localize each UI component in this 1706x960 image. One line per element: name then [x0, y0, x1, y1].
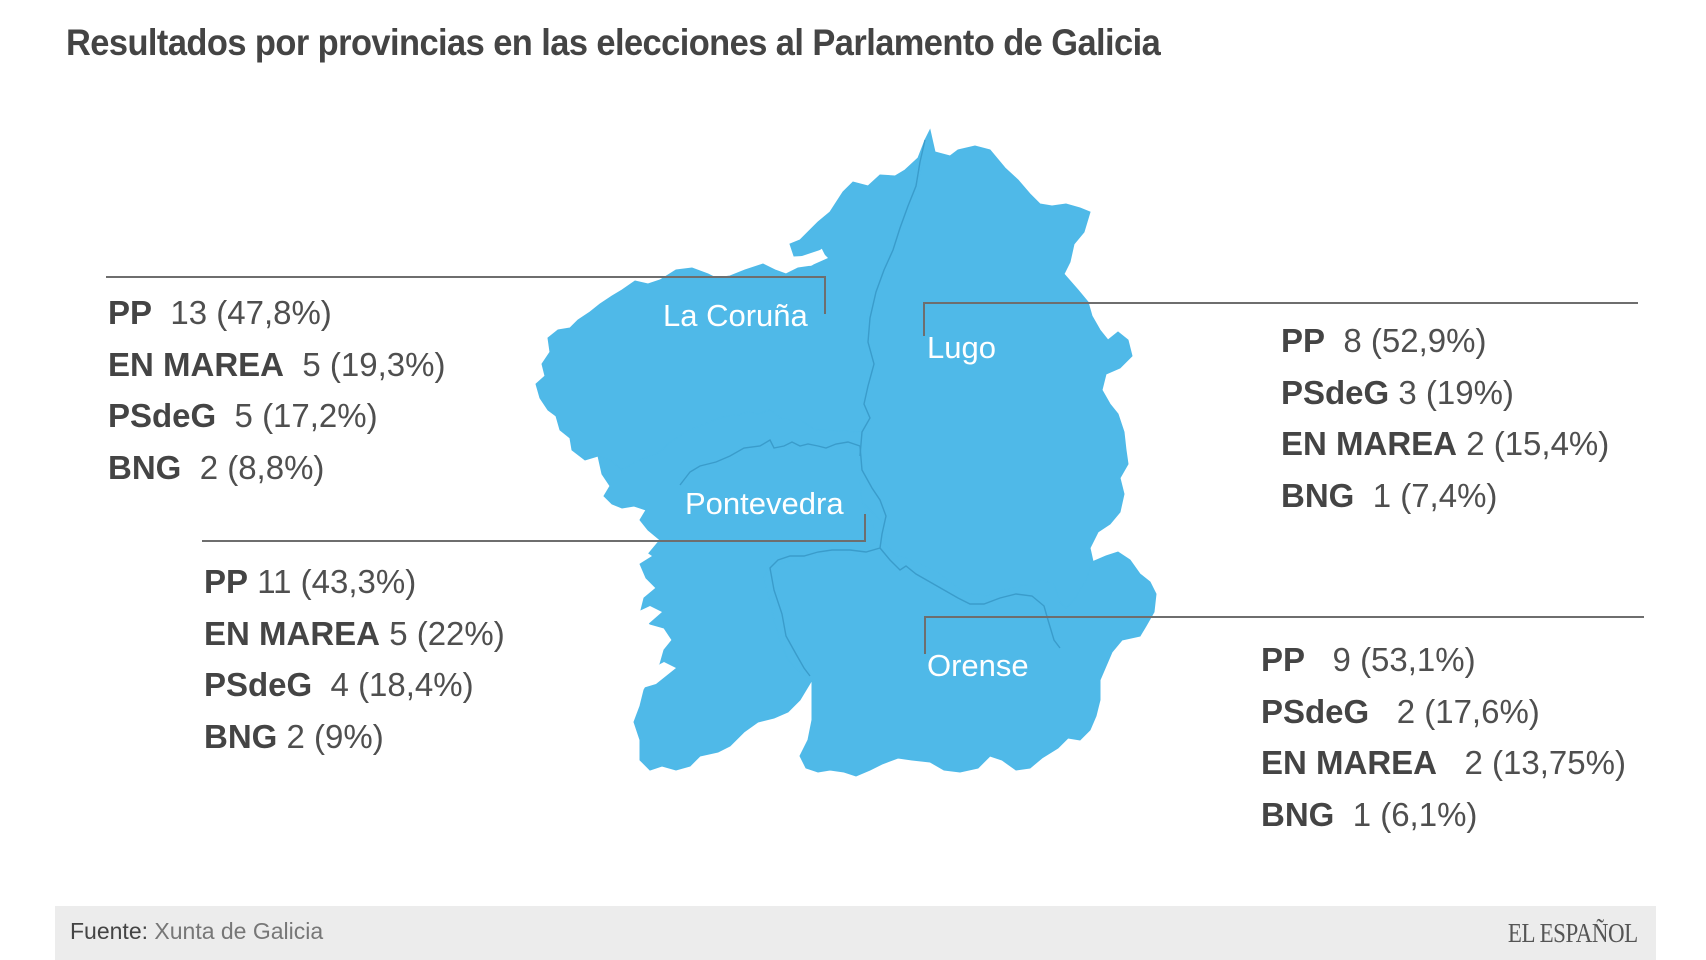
result-row: PP 13 (47,8%): [108, 287, 445, 339]
party-name: BNG: [108, 448, 182, 486]
leader-line-pontevedra: [202, 540, 866, 542]
party-name: PSdeG: [108, 397, 217, 434]
leader-tick-la-coruna: [824, 276, 826, 314]
party-value: 2 (17,6%): [1396, 692, 1540, 730]
ria-ferrol: [796, 250, 828, 266]
leader-tick-orense: [924, 616, 926, 654]
result-row: BNG 1 (7,4%): [1281, 470, 1609, 522]
party-name: PSdeG: [1261, 692, 1370, 730]
border-coruna-lugo: [859, 139, 926, 457]
results-orense: PP 9 (53,1%) PSdeG 2 (17,6%) EN MAREA 2 …: [1261, 634, 1626, 840]
result-row: PP 9 (53,1%): [1261, 634, 1626, 686]
party-name: BNG: [1281, 476, 1355, 514]
leader-line-orense: [924, 616, 1644, 618]
party-name: EN MAREA: [204, 614, 381, 652]
party-name: EN MAREA: [108, 345, 285, 383]
party-name: PP: [204, 563, 249, 600]
party-value: 2 (13,75%): [1464, 744, 1626, 781]
result-row: PP 11 (43,3%): [204, 556, 505, 608]
source-value: Xunta de Galicia: [154, 918, 324, 944]
result-row: BNG 2 (9%): [204, 711, 505, 763]
party-name: BNG: [1261, 795, 1335, 833]
party-name: PSdeG: [1281, 373, 1390, 411]
result-row: PSdeG 5 (17,2%): [108, 390, 445, 442]
province-label-pontevedra: Pontevedra: [685, 486, 844, 521]
party-value: 8 (52,9%): [1343, 322, 1487, 359]
result-row: EN MAREA 2 (15,4%): [1281, 418, 1609, 470]
result-row: EN MAREA 5 (22%): [204, 608, 505, 660]
result-row: BNG 1 (6,1%): [1261, 789, 1626, 841]
party-name: PP: [1261, 641, 1306, 678]
source-label: Fuente:: [70, 918, 148, 944]
result-row: EN MAREA 2 (13,75%): [1261, 737, 1626, 789]
result-row: BNG 2 (8,8%): [108, 442, 445, 494]
party-value: 1 (7,4%): [1372, 476, 1498, 514]
leader-line-lugo: [923, 302, 1638, 304]
leader-tick-pontevedra: [864, 514, 866, 542]
page-title: Resultados por provincias en las eleccio…: [66, 22, 1161, 63]
source-credit: Fuente: Xunta de Galicia: [70, 918, 323, 945]
party-value: 2 (15,4%): [1466, 425, 1610, 462]
result-row: PSdeG 3 (19%): [1281, 367, 1609, 419]
party-value: 4 (18,4%): [330, 666, 474, 703]
ria-arousa: [610, 548, 652, 574]
party-name: EN MAREA: [1281, 425, 1458, 462]
party-value: 1 (6,1%): [1352, 795, 1478, 833]
party-name: PSdeG: [204, 666, 313, 703]
border-coruna-pontevedra: [679, 439, 861, 486]
party-value: 11 (43,3%): [257, 563, 417, 600]
province-label-la-coruna: La Coruña: [663, 298, 808, 333]
border-pontevedra-lugo-orense: [859, 445, 1061, 649]
province-shape-orense[interactable]: [763, 501, 1157, 777]
result-row: PP 8 (52,9%): [1281, 315, 1609, 367]
result-row: EN MAREA 5 (19,3%): [108, 339, 445, 391]
province-label-orense: Orense: [927, 648, 1029, 683]
ria-pontevedra: [620, 606, 662, 632]
party-value: 13 (47,8%): [170, 294, 332, 331]
party-value: 5 (17,2%): [234, 397, 378, 434]
party-value: 5 (22%): [389, 614, 505, 652]
party-value: 9 (53,1%): [1332, 641, 1476, 678]
province-label-lugo: Lugo: [927, 330, 996, 365]
party-name: EN MAREA: [1261, 744, 1438, 781]
party-name: BNG: [204, 717, 278, 755]
el-espanol-logo: EL ESPAÑOL: [1508, 918, 1638, 948]
results-lugo: PP 8 (52,9%) PSdeG 3 (19%) EN MAREA 2 (1…: [1281, 315, 1609, 521]
leader-line-la-coruna: [106, 276, 826, 278]
border-pontevedra-orense: [769, 547, 881, 677]
results-la-coruna: PP 13 (47,8%) EN MAREA 5 (19,3%) PSdeG 5…: [108, 287, 445, 493]
party-name: PP: [1281, 322, 1326, 359]
party-value: 5 (19,3%): [302, 345, 446, 383]
results-pontevedra: PP 11 (43,3%) EN MAREA 5 (22%) PSdeG 4 (…: [204, 556, 505, 762]
result-row: PSdeG 2 (17,6%): [1261, 686, 1626, 738]
party-value: 3 (19%): [1398, 373, 1514, 411]
ria-vigo: [630, 662, 676, 690]
party-value: 2 (9%): [286, 717, 384, 755]
result-row: PSdeG 4 (18,4%): [204, 659, 505, 711]
party-name: PP: [108, 294, 153, 331]
leader-tick-lugo: [923, 302, 925, 336]
party-value: 2 (8,8%): [199, 448, 325, 486]
footer: Fuente: Xunta de Galicia EL ESPAÑOL: [55, 906, 1656, 960]
